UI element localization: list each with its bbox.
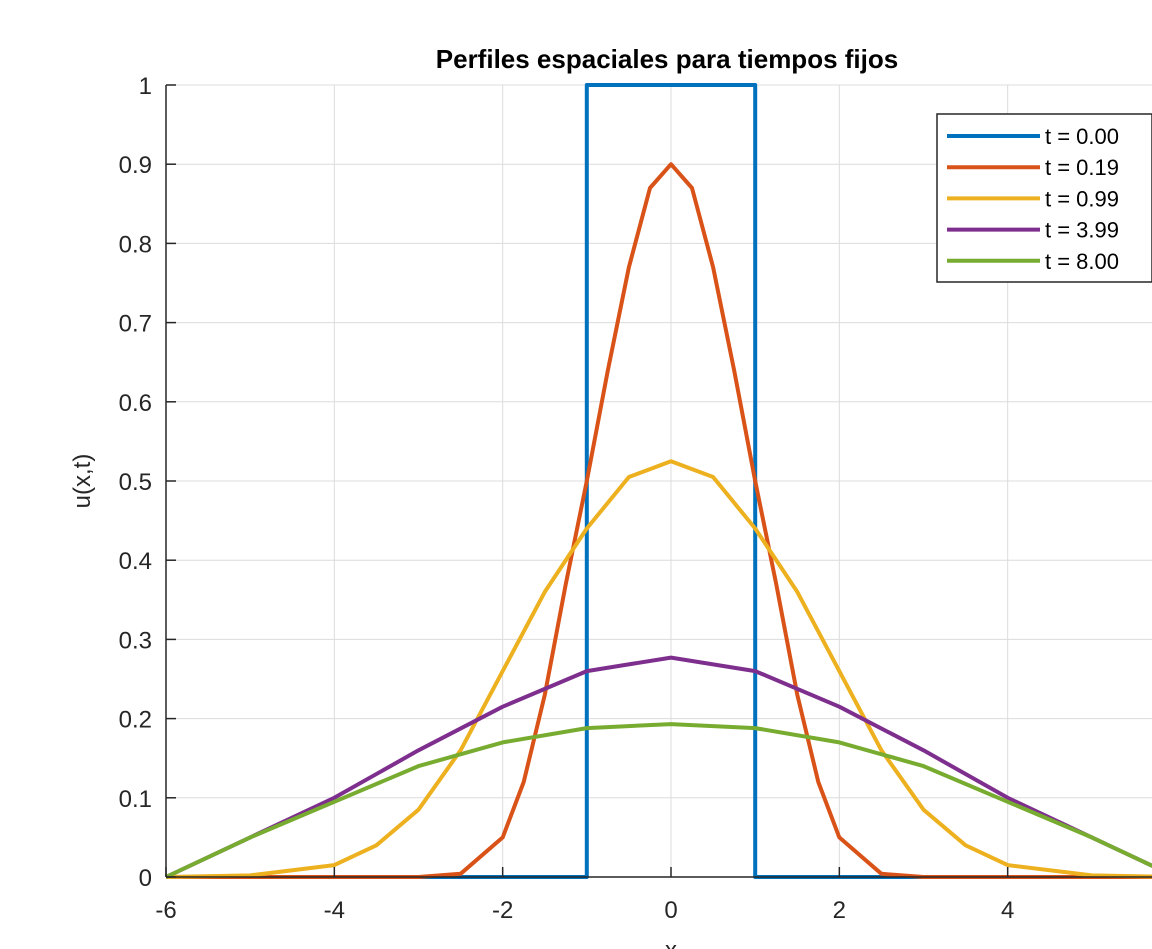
x-tick-label: 0: [664, 897, 677, 924]
x-axis-label: x: [665, 937, 677, 949]
y-tick-label: 1: [139, 73, 152, 100]
legend-label-3: t = 0.99: [1045, 186, 1119, 211]
y-tick-label: 0.7: [119, 311, 152, 338]
series-line-3: [165, 459, 1152, 879]
x-tick-label: -2: [492, 897, 513, 924]
legend-label-5: t = 8.00: [1045, 249, 1119, 274]
legend-label-2: t = 0.19: [1045, 155, 1119, 180]
x-tick-label: 4: [1001, 897, 1014, 924]
y-tick-label: 0.1: [119, 786, 152, 813]
y-tick-label: 0.9: [119, 152, 152, 179]
axes: -6 -4 -2 0 2 4 0 0.1 0.2 0.3 0.4 0.5 0.6 0.7 0.8 0.9 1: [119, 73, 1152, 924]
legend-label-1: t = 0.00: [1045, 124, 1119, 149]
y-tick-label: 0.2: [119, 707, 152, 734]
chart-title: Perfiles espaciales para tiempos fijos: [436, 44, 898, 74]
x-tick-label: -4: [324, 897, 345, 924]
y-tick-label: 0.5: [119, 469, 152, 496]
legend-label-4: t = 3.99: [1045, 218, 1119, 243]
series-line-5: [165, 722, 1152, 879]
x-tick-label: -6: [155, 897, 176, 924]
x-tick-label: 2: [833, 897, 846, 924]
y-tick-label: 0.3: [119, 627, 152, 654]
legend: t = 0.00 t = 0.19 t = 0.99 t = 3.99 t = 8.00: [936, 113, 1152, 283]
y-tick-label: 0.6: [119, 390, 152, 417]
y-axis-label: u(x,t): [69, 454, 96, 509]
y-tick-label: 0.8: [119, 231, 152, 258]
series-line-2: [166, 162, 1152, 879]
series-line-4: [165, 655, 1152, 879]
y-tick-label: 0: [139, 865, 152, 892]
y-tick-label: 0.4: [119, 548, 152, 575]
